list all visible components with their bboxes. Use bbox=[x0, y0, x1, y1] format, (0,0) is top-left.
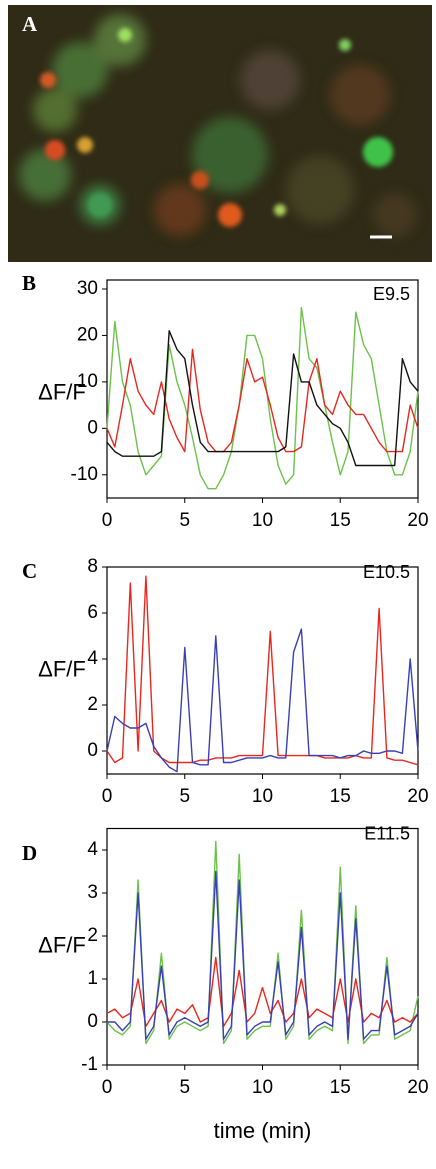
y-tick-label: 30 bbox=[77, 278, 98, 299]
x-tick-label: 5 bbox=[179, 786, 190, 807]
y-axis-label: ΔF/F bbox=[38, 656, 86, 681]
panel-label: D bbox=[22, 841, 37, 865]
y-tick-label: -10 bbox=[71, 464, 98, 485]
x-tick-label: 10 bbox=[252, 510, 273, 531]
x-tick-label: 0 bbox=[102, 786, 113, 807]
y-tick-label: 10 bbox=[77, 371, 98, 392]
x-tick-label: 20 bbox=[407, 786, 428, 807]
trace bbox=[106, 840, 419, 1045]
stage-label: E11.5 bbox=[364, 823, 410, 843]
y-tick-label: 8 bbox=[87, 556, 98, 577]
x-tick-label: 0 bbox=[102, 510, 113, 531]
x-tick-label: 15 bbox=[330, 510, 351, 531]
y-axis-label: ΔF/F bbox=[38, 933, 86, 958]
y-tick-label: 0 bbox=[87, 740, 98, 761]
x-tick-label: 20 bbox=[407, 1077, 428, 1098]
x-tick-label: 10 bbox=[252, 786, 273, 807]
micrograph bbox=[8, 5, 432, 262]
x-tick-label: 10 bbox=[252, 1077, 273, 1098]
y-tick-label: 4 bbox=[87, 839, 98, 860]
x-axis-label: time (min) bbox=[214, 1118, 312, 1143]
stage-label: E9.5 bbox=[373, 284, 410, 304]
trace bbox=[106, 628, 419, 773]
panel-label: C bbox=[22, 559, 37, 583]
panel-label: A bbox=[22, 12, 38, 36]
y-tick-label: 4 bbox=[87, 648, 98, 669]
y-tick-label: 0 bbox=[87, 417, 98, 438]
x-tick-label: 20 bbox=[407, 510, 428, 531]
y-tick-label: 6 bbox=[87, 602, 98, 623]
trace bbox=[106, 575, 419, 766]
trace bbox=[106, 330, 419, 467]
trace bbox=[106, 348, 419, 453]
y-tick-label: 3 bbox=[87, 882, 98, 903]
x-tick-label: 5 bbox=[179, 1077, 190, 1098]
trace bbox=[106, 956, 419, 1027]
x-tick-label: 15 bbox=[330, 1077, 351, 1098]
y-tick-label: 20 bbox=[77, 324, 98, 345]
y-tick-label: 1 bbox=[87, 968, 98, 989]
x-tick-label: 5 bbox=[179, 510, 190, 531]
x-tick-label: 15 bbox=[330, 786, 351, 807]
x-tick-label: 0 bbox=[102, 1077, 113, 1098]
y-tick-label: 2 bbox=[87, 694, 98, 715]
stage-label: E10.5 bbox=[363, 562, 410, 582]
y-tick-label: 0 bbox=[87, 1011, 98, 1032]
trace bbox=[106, 306, 419, 490]
y-tick-label: 2 bbox=[87, 925, 98, 946]
y-axis-label: ΔF/F bbox=[38, 379, 86, 404]
y-tick-label: -1 bbox=[81, 1054, 98, 1075]
trace bbox=[107, 870, 419, 1040]
panel-label: B bbox=[22, 271, 36, 295]
